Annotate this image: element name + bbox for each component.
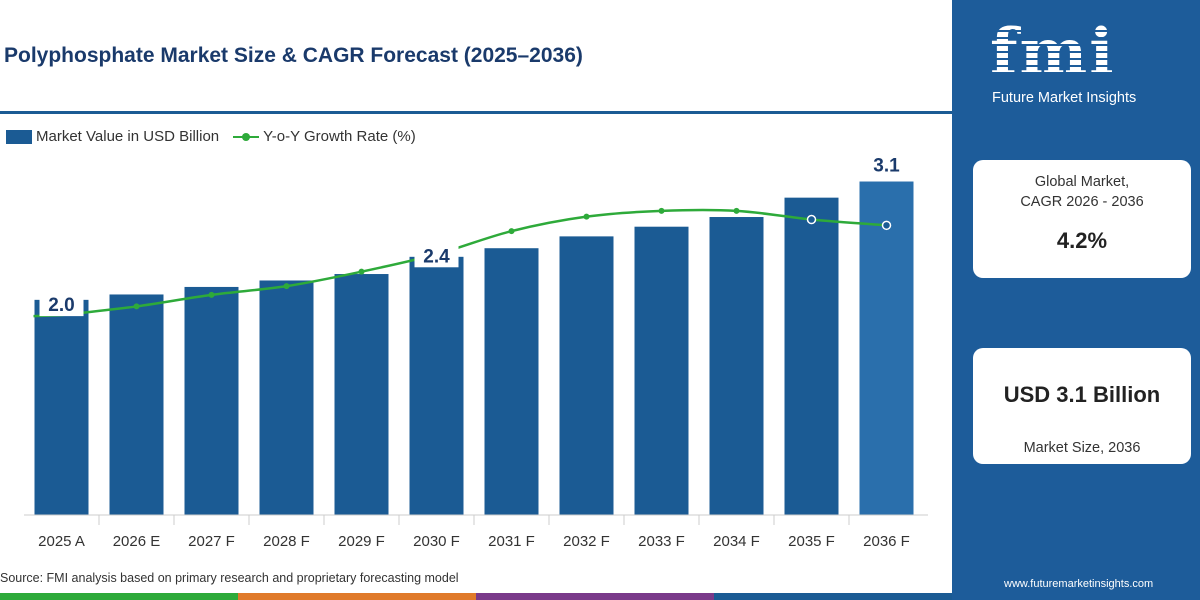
growth-rate-point xyxy=(358,268,365,275)
legend-line-label: Y-o-Y Growth Rate (%) xyxy=(263,128,416,145)
data-label: 2.4 xyxy=(423,246,450,267)
x-tick-label: 2030 F xyxy=(413,533,460,550)
x-tick-label: 2028 F xyxy=(263,533,310,550)
cagr-label-line1: Global Market, xyxy=(1034,174,1130,190)
growth-rate-point xyxy=(508,228,515,235)
data-label-background xyxy=(864,152,909,177)
summary-panel: fmi Future Market Insights xyxy=(952,0,1200,600)
market-size-value: USD 3.1 Billion xyxy=(1003,382,1161,407)
bar-2031-f xyxy=(484,248,539,515)
data-label: 2.0 xyxy=(48,295,74,316)
bar-2028-f xyxy=(259,280,314,515)
bar-2027-f xyxy=(184,286,239,515)
x-tick-label: 2025 A xyxy=(38,533,85,550)
data-label-background xyxy=(39,292,84,317)
x-tick-label: 2034 F xyxy=(713,533,760,550)
x-tick-label: 2029 F xyxy=(338,533,385,550)
x-tick-label: 2031 F xyxy=(488,533,535,550)
chart-title: Polyphosphate Market Size & CAGR Forecas… xyxy=(4,44,583,67)
cagr-label-line2: CAGR 2026 - 2036 xyxy=(1020,194,1144,210)
market-size-card: USD 3.1 Billion Market Size, 2036 xyxy=(973,348,1191,464)
bar-2030-f xyxy=(409,256,464,515)
fmi-logo: fmi Future Market Insights xyxy=(990,18,1170,110)
chart-legend: Market Value in USD Billion Y-o-Y Growth… xyxy=(6,128,416,145)
market-size-label: Market Size, 2036 xyxy=(1023,440,1141,456)
growth-rate-point xyxy=(806,214,817,225)
stripe-segment-2 xyxy=(238,593,476,600)
data-label: 3.1 xyxy=(873,156,900,177)
data-label-background xyxy=(414,243,459,268)
bar-2029-f xyxy=(334,274,389,515)
bar-2032-f xyxy=(559,236,614,515)
bar-2026-e xyxy=(109,294,164,515)
x-tick-label: 2026 E xyxy=(113,533,161,550)
logo-stripe-overlay xyxy=(990,18,1170,88)
cagr-value: 4.2% xyxy=(1056,228,1108,253)
title-divider xyxy=(0,111,952,114)
x-tick-label: 2036 F xyxy=(863,533,910,550)
x-tick-label: 2032 F xyxy=(563,533,610,550)
cagr-card: Global Market, CAGR 2026 - 2036 4.2% xyxy=(973,160,1191,278)
growth-rate-point xyxy=(733,207,740,214)
source-note: Source: FMI analysis based on primary re… xyxy=(0,571,459,585)
growth-rate-line xyxy=(33,208,887,318)
x-tick-label: 2035 F xyxy=(788,533,835,550)
legend-bar-swatch xyxy=(6,129,32,144)
growth-rate-point xyxy=(658,207,665,214)
growth-rate-point xyxy=(133,303,140,310)
growth-rate-point xyxy=(881,220,892,231)
website-link[interactable]: www.futuremarketinsights.com xyxy=(1004,578,1154,590)
legend-bar-label: Market Value in USD Billion xyxy=(36,128,220,145)
stripe-segment-1 xyxy=(0,593,238,600)
bar-2035-f xyxy=(784,197,839,515)
bar-2034-f xyxy=(709,217,764,516)
x-tick-label: 2027 F xyxy=(188,533,235,550)
bottom-color-stripe xyxy=(0,593,952,600)
growth-rate-point xyxy=(283,283,290,290)
bar-2036-f xyxy=(859,181,914,516)
logo-subtitle: Future Market Insights xyxy=(992,90,1137,106)
market-chart: 2025 A 2026 E 2027 F 2028 F 2029 F 2030 F 2031… xyxy=(24,152,928,550)
bar-2033-f xyxy=(634,226,689,516)
legend-line-swatch xyxy=(233,130,260,144)
bar-2025-a xyxy=(34,299,89,515)
stripe-segment-3 xyxy=(476,593,714,600)
stripe-segment-4 xyxy=(714,593,952,600)
cagr-label: Global Market, CAGR 2026 - 2036 xyxy=(973,172,1191,212)
growth-rate-point xyxy=(583,213,590,220)
x-tick-label: 2033 F xyxy=(638,533,685,550)
growth-rate-point xyxy=(208,291,215,298)
